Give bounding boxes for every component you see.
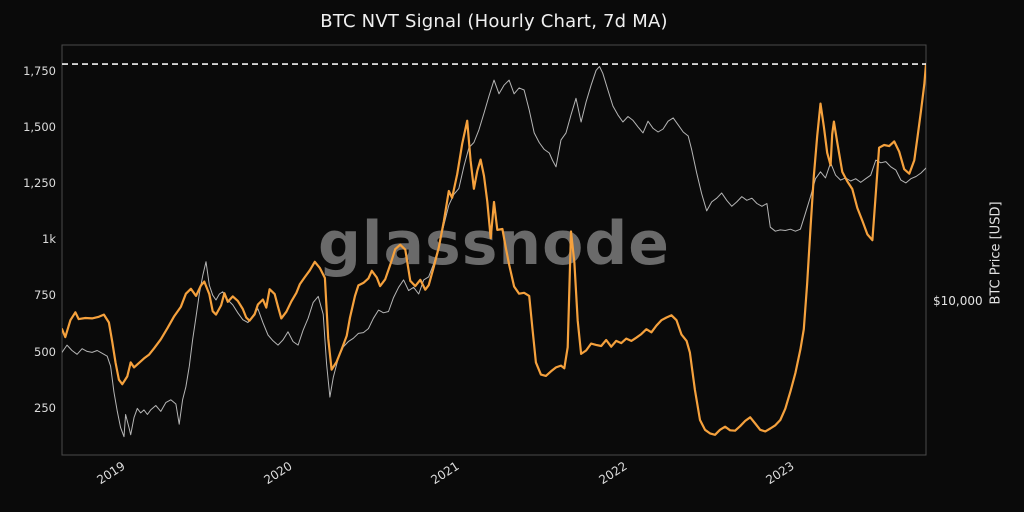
chart-title: BTC NVT Signal (Hourly Chart, 7d MA) [320, 11, 668, 32]
y-tick-label: 750 [34, 288, 56, 303]
plot-border [61, 44, 927, 456]
y-axis-right-title: BTC Price [USD] [988, 201, 1004, 305]
y-tick-label: 1,750 [23, 63, 56, 78]
y-axis-right-tick-label: $10,000 [933, 294, 983, 308]
glassnode-watermark: glassnode [317, 209, 670, 279]
y-tick-label: 500 [34, 344, 56, 359]
y-tick-label: 1,250 [23, 176, 56, 191]
y-tick-label: 1k [42, 232, 56, 247]
y-tick-label: 1,500 [23, 120, 56, 134]
y-tick-label: 250 [34, 400, 56, 415]
btc-price-line [62, 66, 926, 438]
nvt-signal-line [62, 62, 926, 436]
